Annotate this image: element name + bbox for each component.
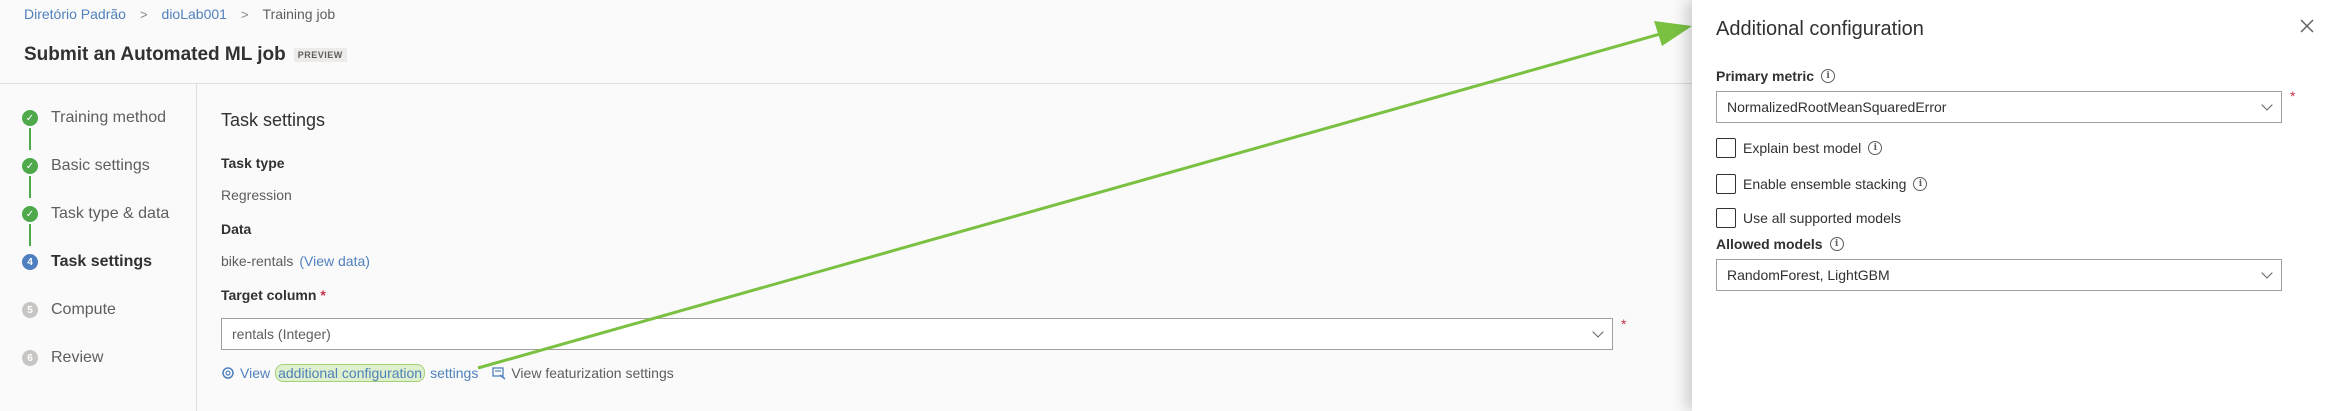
allowed-models-label-text: Allowed models: [1716, 236, 1823, 252]
primary-metric-value: NormalizedRootMeanSquaredError: [1727, 99, 1947, 115]
step-review[interactable]: 6 Review: [22, 349, 103, 367]
info-icon[interactable]: i: [1821, 69, 1836, 83]
step-task-settings[interactable]: 4 Task settings: [22, 253, 152, 271]
checkbox-label: Explain best model: [1743, 140, 1862, 156]
step-connector: [29, 128, 31, 150]
target-column-dropdown[interactable]: rentals (Integer): [221, 318, 1613, 350]
target-column-label: Target column *: [221, 287, 326, 303]
task-type-value: Regression: [221, 187, 292, 203]
gear-icon: [222, 367, 234, 379]
checkmark-icon: ✓: [22, 110, 38, 126]
step-connector: [29, 224, 31, 246]
info-icon[interactable]: i: [1829, 237, 1844, 251]
step-number-icon: 4: [22, 254, 38, 270]
breadcrumb-separator: >: [139, 6, 148, 22]
view-data-link[interactable]: (View data): [299, 253, 370, 269]
step-label: Review: [51, 349, 104, 366]
chevron-down-icon: [2261, 267, 2273, 279]
view-prefix: View: [240, 365, 271, 381]
step-connector: [29, 176, 31, 198]
step-number-icon: 6: [22, 350, 38, 366]
header-divider: [0, 83, 1692, 84]
breadcrumb: Diretório Padrão > dioLab001 > Training …: [24, 6, 335, 22]
dataset-name: bike-rentals: [221, 253, 294, 269]
primary-metric-dropdown[interactable]: NormalizedRootMeanSquaredError: [1716, 91, 2282, 123]
settings-actions: View additional configuration settings Vie…: [221, 364, 674, 382]
checkbox-box[interactable]: [1716, 174, 1736, 194]
view-additional-configuration-link[interactable]: View additional configuration settings: [221, 364, 478, 382]
chevron-down-icon: [2261, 99, 2273, 111]
required-marker: *: [2290, 88, 2296, 104]
required-marker: *: [320, 287, 326, 303]
checkbox-box[interactable]: [1716, 208, 1736, 228]
step-label: Task type & data: [51, 205, 170, 222]
settings-suffix: settings: [430, 365, 479, 381]
target-column-label-text: Target column: [221, 287, 317, 303]
required-marker: *: [1621, 316, 1627, 332]
primary-metric-label: Primary metric i: [1716, 68, 1836, 84]
task-type-label: Task type: [221, 155, 285, 171]
step-number-icon: 5: [22, 302, 38, 318]
step-label: Task settings: [51, 253, 153, 270]
data-value-row: bike-rentals (View data): [221, 253, 370, 269]
sidebar-divider: [196, 84, 197, 411]
step-training-method[interactable]: ✓ Training method: [22, 109, 166, 127]
view-featurization-settings-link[interactable]: View featurization settings: [492, 365, 674, 381]
breadcrumb-current: Training job: [262, 6, 336, 22]
section-title: Task settings: [221, 110, 326, 130]
checkmark-icon: ✓: [22, 158, 38, 174]
explain-best-model-checkbox[interactable]: Explain best model i: [1716, 138, 1883, 158]
data-label: Data: [221, 221, 252, 237]
page-title-text: Submit an Automated ML job: [24, 44, 286, 65]
additional-configuration-panel: Additional configuration Primary metric …: [1692, 0, 2331, 411]
allowed-models-dropdown[interactable]: RandomForest, LightGBM: [1716, 259, 2282, 291]
primary-metric-label-text: Primary metric: [1716, 68, 1815, 84]
checkbox-label: Enable ensemble stacking: [1743, 176, 1907, 192]
allowed-models-value: RandomForest, LightGBM: [1727, 267, 1890, 283]
target-column-value: rentals (Integer): [232, 326, 331, 342]
featurization-label: View featurization settings: [511, 365, 674, 381]
step-basic-settings[interactable]: ✓ Basic settings: [22, 157, 150, 175]
panel-title: Additional configuration: [1716, 18, 1924, 40]
step-label: Basic settings: [51, 157, 150, 174]
checkbox-box[interactable]: [1716, 138, 1736, 158]
checkbox-label: Use all supported models: [1743, 210, 1901, 226]
info-icon[interactable]: i: [1913, 177, 1928, 191]
preview-badge: PREVIEW: [293, 48, 347, 62]
breadcrumb-link-workspace[interactable]: dioLab001: [161, 6, 227, 22]
info-icon[interactable]: i: [1868, 141, 1883, 155]
chevron-down-icon: [1592, 326, 1604, 338]
step-label: Training method: [51, 109, 167, 126]
use-all-supported-models-checkbox[interactable]: Use all supported models: [1716, 208, 1901, 228]
checkmark-icon: ✓: [22, 206, 38, 222]
step-compute[interactable]: 5 Compute: [22, 301, 116, 319]
step-task-type-data[interactable]: ✓ Task type & data: [22, 205, 169, 223]
close-icon[interactable]: [2299, 18, 2315, 34]
page-title: Submit an Automated ML job PREVIEW: [24, 44, 347, 66]
featurization-icon: [492, 367, 506, 380]
breadcrumb-link-directory[interactable]: Diretório Padrão: [24, 6, 126, 22]
additional-configuration-text: additional configuration: [275, 364, 426, 382]
enable-ensemble-stacking-checkbox[interactable]: Enable ensemble stacking i: [1716, 174, 1928, 194]
breadcrumb-separator: >: [240, 6, 249, 22]
allowed-models-label: Allowed models i: [1716, 236, 1844, 252]
step-label: Compute: [51, 301, 116, 318]
annotation-arrow-head: [1654, 21, 1692, 46]
